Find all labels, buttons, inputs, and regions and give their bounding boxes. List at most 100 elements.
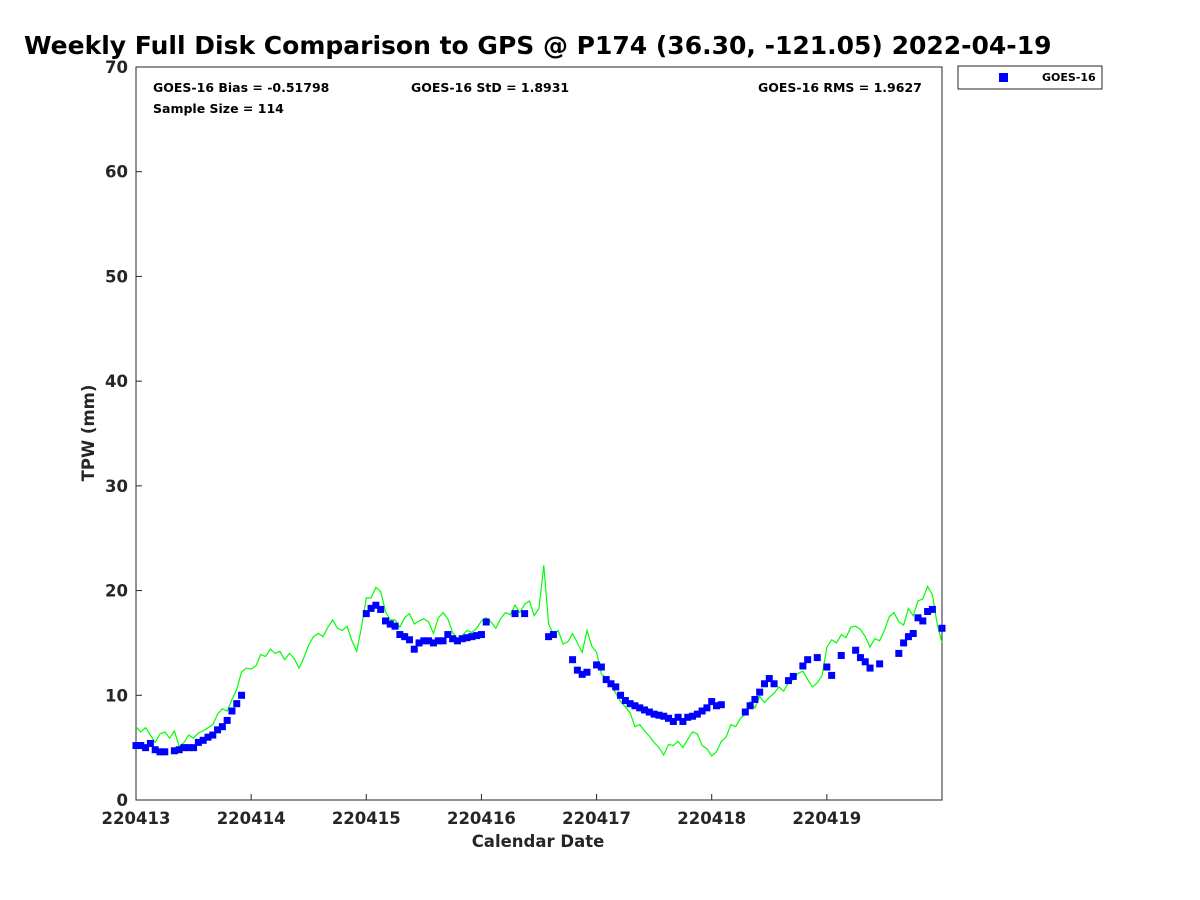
goes16-data-point [660,712,668,720]
goes16-data-point [641,706,649,714]
goes16-data-point [477,631,485,639]
goes16-data-point [396,631,404,639]
goes16-data-point [636,704,644,712]
goes16-data-point [909,630,917,638]
goes16-data-point [161,748,169,756]
goes16-data-point [717,701,725,709]
goes16-data-point [669,717,677,725]
goes16-data-point [185,744,193,752]
goes16-data-point [209,731,217,739]
goes16-data-point [223,716,231,724]
goes16-data-point [137,742,145,750]
goes16-data-point [765,675,773,683]
goes16-data-point [444,631,452,639]
goes16-data-point [449,635,457,643]
goes16-data-point [813,654,821,662]
goes16-data-point [180,744,188,752]
y-tick-label: 10 [105,686,128,705]
goes16-data-point [861,658,869,666]
goes16-data-point [405,636,413,644]
goes16-data-point [170,747,178,755]
goes16-data-point [151,746,159,754]
goes16-data-point [684,713,692,721]
goes16-data-point [756,688,764,696]
goes16-data-point [142,744,150,752]
goes16-data-point [190,744,198,752]
goes16-data-point [218,723,226,731]
goes16-data-point [593,661,601,669]
goes16-data-point [377,605,385,613]
x-tick-label: 220414 [217,809,286,828]
y-tick-label: 60 [105,163,128,182]
goes16-data-point [429,639,437,647]
goes16-data-point [228,707,236,715]
goes16-data-point [453,637,461,645]
gps-line-layer [135,565,943,757]
goes16-data-point [573,666,581,674]
goes16-data-point [473,632,481,640]
goes16-data-point [194,738,202,746]
goes16-data-point [545,633,553,641]
y-axis: 0 10 20 30 40 50 60 70 [105,58,142,810]
goes16-data-point [645,708,653,716]
x-tick-label: 220418 [677,809,746,828]
goes16-data-point [852,646,860,654]
goes16-data-point [607,680,615,688]
goes16-data-point [410,645,418,653]
goes16-data-point [856,654,864,662]
goes16-data-point [914,614,922,622]
goes16-data-point [895,649,903,657]
goes16-data-point [919,617,927,625]
goes16-data-point [238,691,246,699]
goes16-data-point [698,707,706,715]
goes16-data-point [674,713,682,721]
goes16-data-point [789,672,797,680]
goes16-data-point [799,662,807,670]
goes16-data-point [434,637,442,645]
goes16-data-point [626,700,634,708]
goes16-data-point [463,634,471,642]
goes16-data-point [713,702,721,710]
x-tick-label: 220419 [792,809,861,828]
gps-series-line [135,565,943,757]
goes16-data-point [156,748,164,756]
goes16-data-point [621,697,629,705]
goes16-data-point [482,618,490,626]
goes16-data-point [617,691,625,699]
goes16-data-point [468,633,476,641]
goes16-data-point [381,617,389,625]
goes16-data-point [439,637,447,645]
goes16-data-point [650,710,658,718]
goes16-data-point [823,663,831,671]
legend: GOES-16 [957,65,1103,90]
goes16-data-point [386,620,394,628]
goes16-data-point [904,633,912,641]
x-axis: 220413 220414 220415 220416 220417 220418 2204… [102,794,861,828]
goes16-data-point [362,610,370,618]
goes16-data-point [401,633,409,641]
goes16-data-point [511,610,519,618]
goes16-data-point [204,733,212,741]
y-tick-label: 40 [105,372,128,391]
goes16-data-point [597,663,605,671]
goes16-data-point [741,708,749,716]
chart-title: Weekly Full Disk Comparison to GPS @ P17… [24,31,1051,60]
goes16-data-point [751,695,759,703]
goes16-data-point [876,660,884,668]
legend-label-goes16: GOES-16 [1042,71,1096,84]
goes16-data-point [415,639,423,647]
goes16-data-point [928,605,936,613]
goes16-data-point [924,608,932,616]
goes16-data-point [655,711,663,719]
y-tick-label: 50 [105,267,128,286]
x-tick-label: 220413 [102,809,171,828]
goes16-data-point [569,656,577,664]
stat-sample-size: Sample Size = 114 [153,101,284,116]
goes16-data-point [784,677,792,685]
goes16-data-point [214,726,222,734]
goes16-data-point [549,631,557,639]
goes16-data-point [367,604,375,612]
goes16-data-point [420,637,428,645]
goes16-data-point [602,676,610,684]
